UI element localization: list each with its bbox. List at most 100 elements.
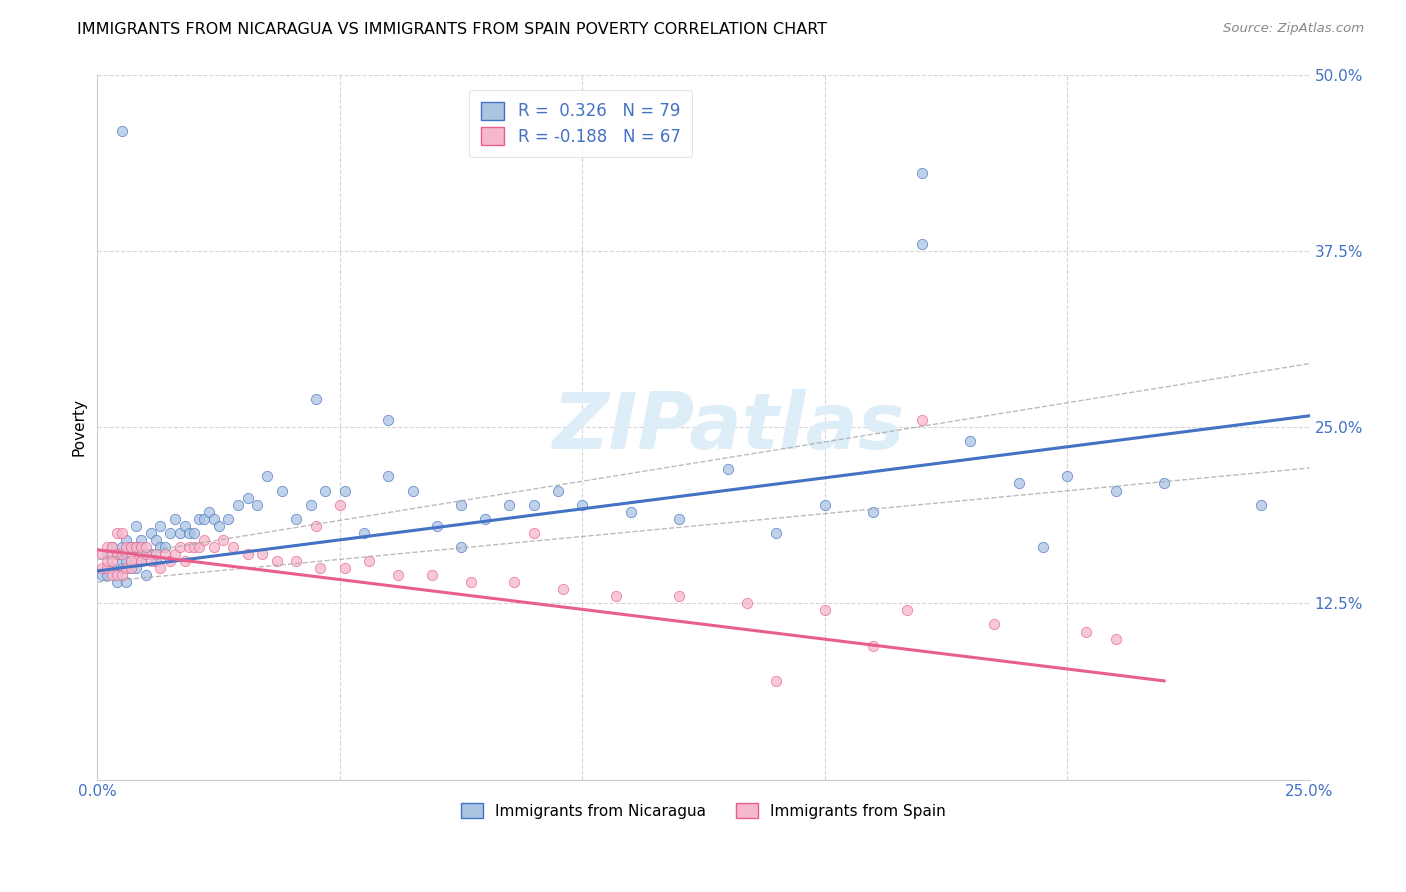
Point: [236, 547, 259, 561]
Point: [179, 540, 201, 554]
Point: [193, 533, 215, 547]
Point: [125, 554, 148, 568]
Point: [236, 491, 259, 505]
Point: [149, 518, 172, 533]
Point: [155, 540, 177, 554]
Point: [96, 561, 118, 575]
Point: [155, 547, 177, 561]
Point: [115, 533, 138, 547]
Point: [1250, 498, 1272, 512]
Point: [202, 540, 225, 554]
Point: [173, 554, 195, 568]
Point: [222, 540, 245, 554]
Point: [169, 540, 191, 554]
Point: [717, 462, 740, 476]
Point: [862, 505, 884, 519]
Point: [110, 525, 132, 540]
Point: [183, 540, 205, 554]
Point: [96, 568, 118, 582]
Point: [169, 525, 191, 540]
Point: [207, 518, 229, 533]
Point: [450, 498, 472, 512]
Point: [120, 561, 142, 575]
Point: [110, 554, 132, 568]
Point: [246, 498, 269, 512]
Point: [547, 483, 569, 498]
Text: IMMIGRANTS FROM NICARAGUA VS IMMIGRANTS FROM SPAIN POVERTY CORRELATION CHART: IMMIGRANTS FROM NICARAGUA VS IMMIGRANTS …: [77, 22, 828, 37]
Point: [149, 540, 172, 554]
Point: [896, 603, 918, 617]
Point: [217, 512, 239, 526]
Point: [1076, 624, 1098, 639]
Point: [159, 554, 181, 568]
Point: [735, 596, 758, 610]
Point: [571, 498, 593, 512]
Point: [105, 547, 128, 561]
Point: [129, 554, 152, 568]
Point: [120, 540, 142, 554]
Point: [668, 512, 690, 526]
Point: [149, 561, 172, 575]
Point: [377, 413, 399, 427]
Point: [91, 547, 114, 561]
Point: [387, 568, 409, 582]
Point: [120, 540, 142, 554]
Point: [605, 589, 627, 603]
Point: [814, 603, 837, 617]
Point: [959, 434, 981, 449]
Point: [266, 554, 288, 568]
Point: [1104, 483, 1126, 498]
Point: [523, 498, 546, 512]
Point: [198, 505, 221, 519]
Point: [420, 568, 443, 582]
Point: [135, 568, 157, 582]
Point: [120, 554, 142, 568]
Point: [105, 525, 128, 540]
Point: [145, 554, 167, 568]
Point: [910, 413, 932, 427]
Point: [309, 561, 332, 575]
Text: ZIPatlas: ZIPatlas: [551, 389, 904, 465]
Point: [270, 483, 292, 498]
Point: [125, 540, 148, 554]
Point: [115, 575, 138, 590]
Point: [202, 512, 225, 526]
Point: [110, 547, 132, 561]
Point: [814, 498, 837, 512]
Point: [139, 525, 162, 540]
Point: [101, 547, 124, 561]
Point: [139, 554, 162, 568]
Point: [188, 512, 211, 526]
Point: [110, 540, 132, 554]
Point: [163, 512, 186, 526]
Point: [1032, 540, 1054, 554]
Point: [551, 582, 574, 597]
Point: [129, 533, 152, 547]
Point: [523, 525, 546, 540]
Point: [426, 518, 449, 533]
Point: [96, 554, 118, 568]
Point: [125, 561, 148, 575]
Point: [159, 525, 181, 540]
Point: [101, 540, 124, 554]
Point: [115, 554, 138, 568]
Point: [110, 568, 132, 582]
Point: [460, 575, 482, 590]
Point: [139, 547, 162, 561]
Point: [401, 483, 423, 498]
Point: [1104, 632, 1126, 646]
Point: [129, 540, 152, 554]
Point: [333, 561, 356, 575]
Point: [299, 498, 322, 512]
Point: [226, 498, 249, 512]
Point: [129, 554, 152, 568]
Point: [115, 561, 138, 575]
Point: [173, 518, 195, 533]
Point: [135, 547, 157, 561]
Point: [91, 568, 114, 582]
Point: [862, 639, 884, 653]
Point: [115, 540, 138, 554]
Point: [765, 525, 787, 540]
Point: [125, 518, 148, 533]
Point: [256, 469, 278, 483]
